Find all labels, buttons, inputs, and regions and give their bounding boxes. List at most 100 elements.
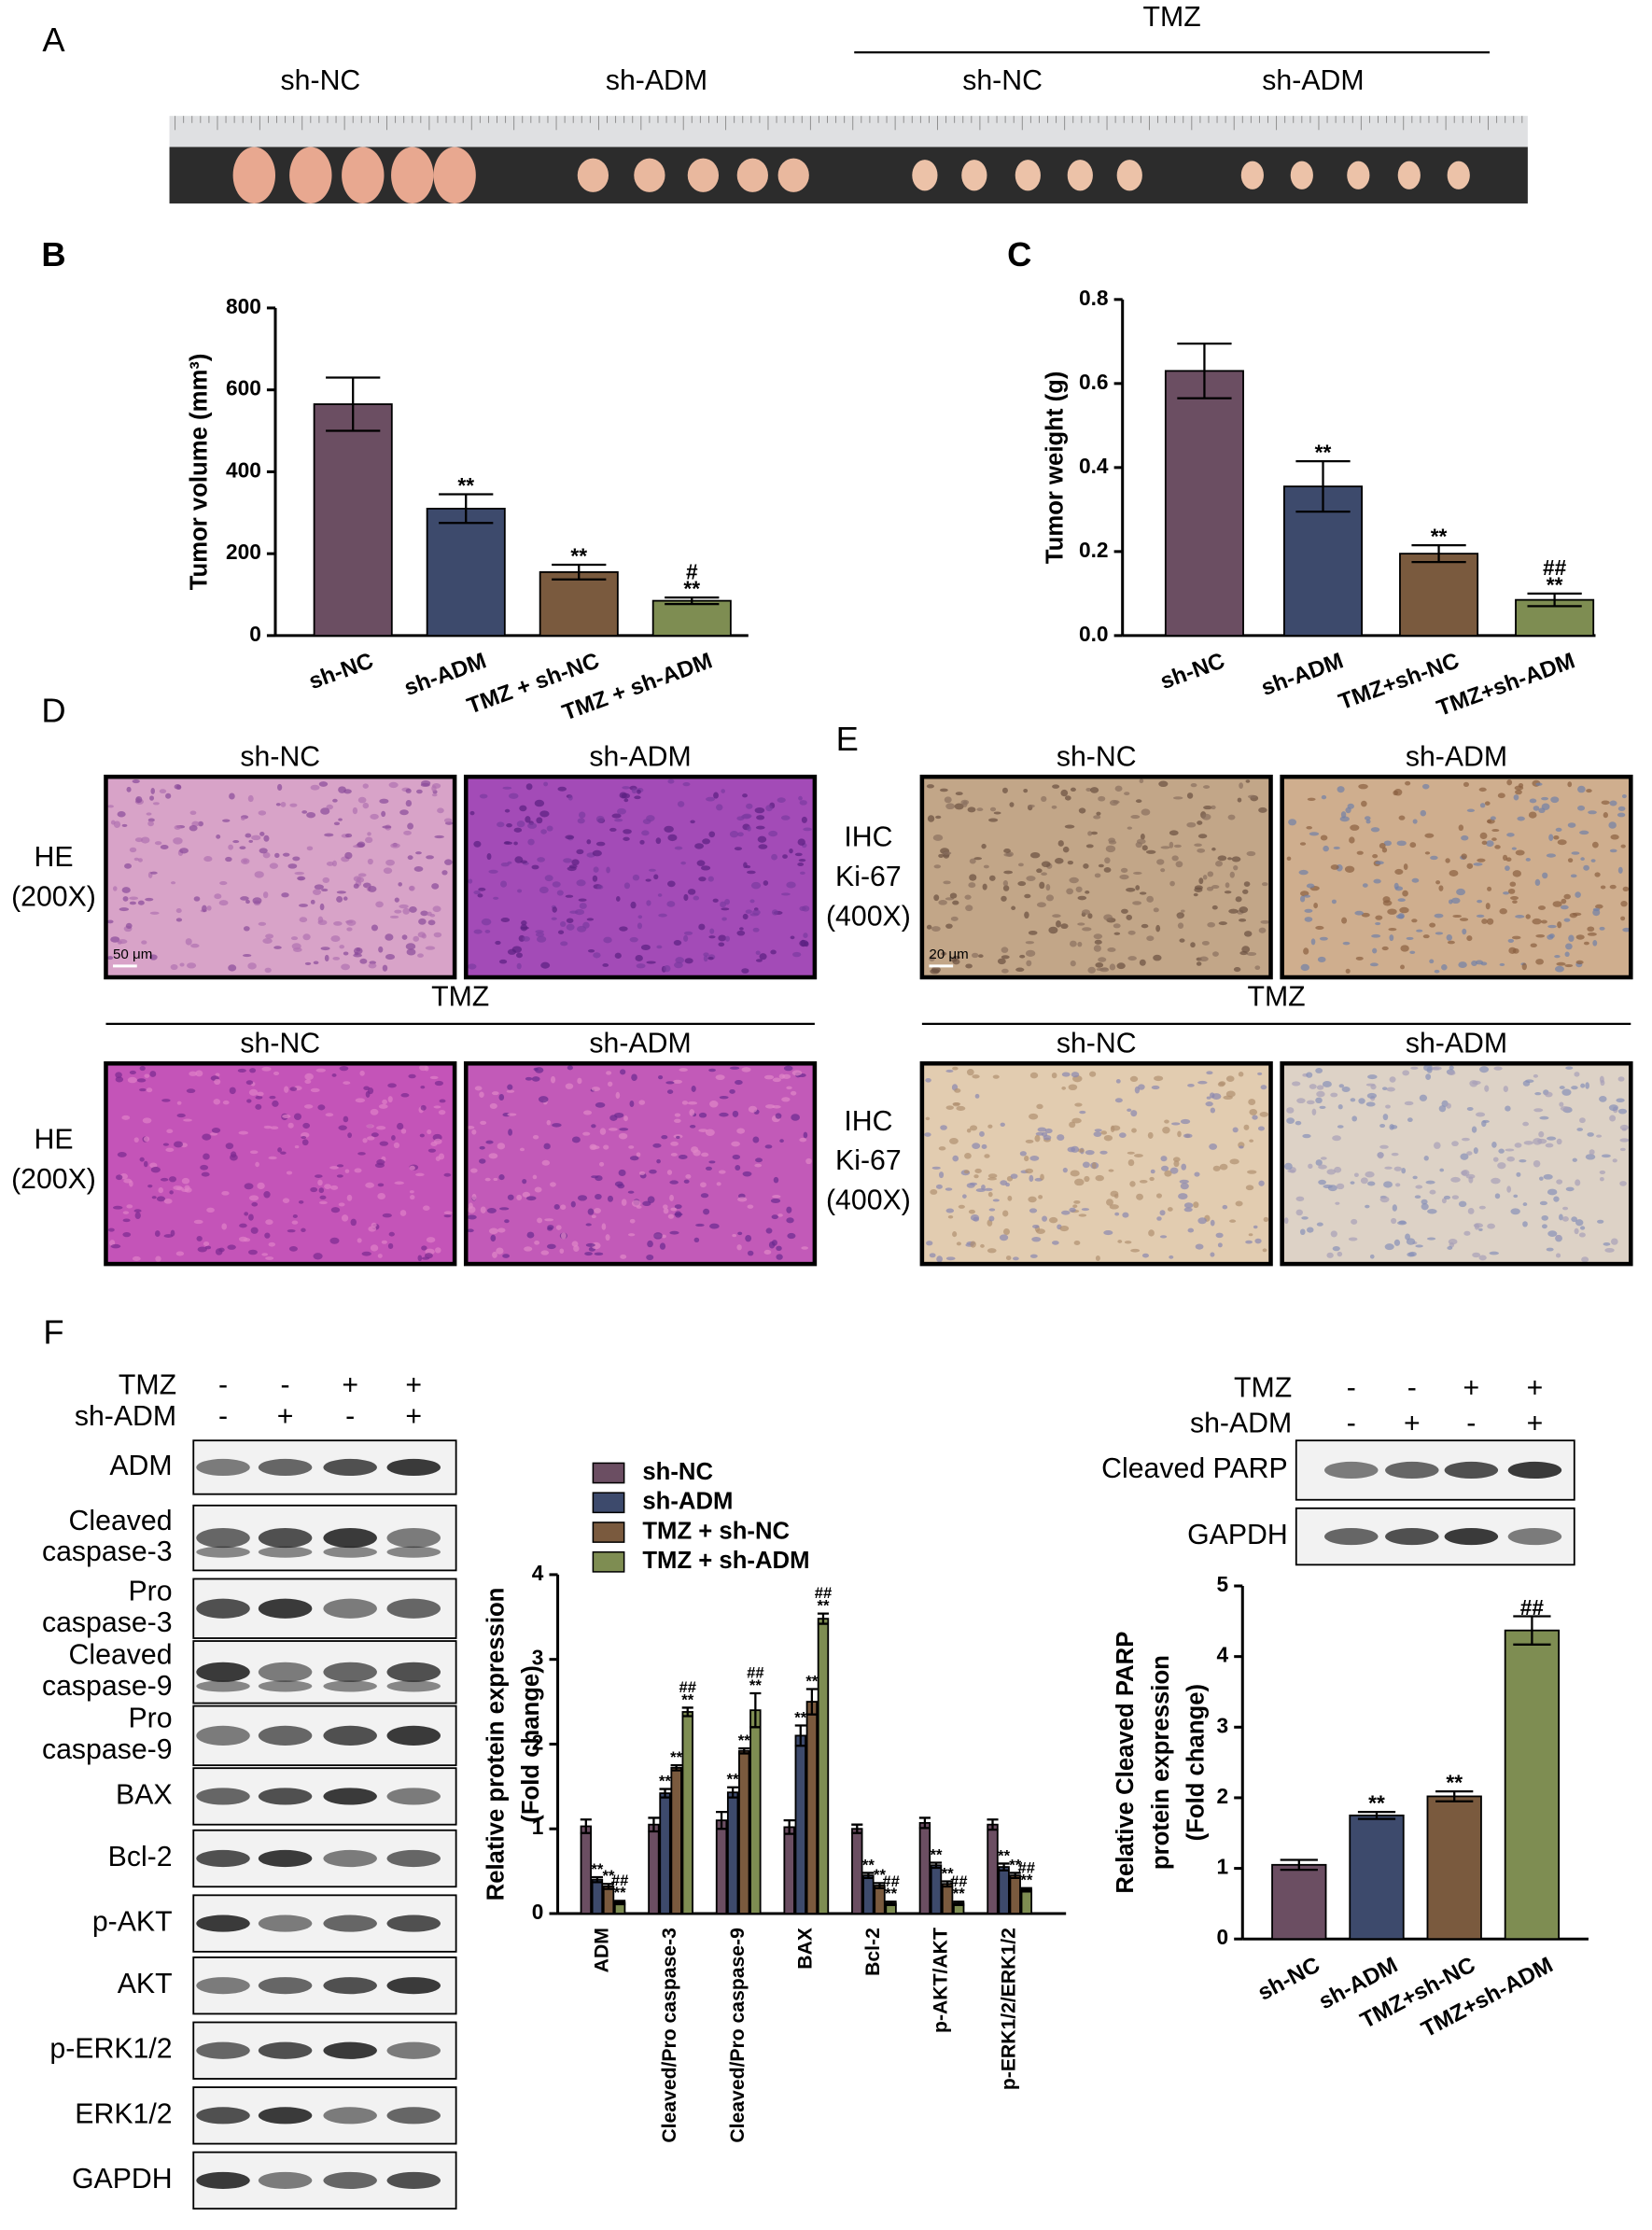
cell xyxy=(261,1253,269,1256)
blot-band xyxy=(258,1546,313,1558)
blot-band xyxy=(323,2171,377,2189)
error-bar xyxy=(439,493,494,525)
cell xyxy=(1306,826,1313,830)
cell xyxy=(322,877,330,884)
cell xyxy=(639,839,645,845)
cell xyxy=(498,1174,505,1181)
cell xyxy=(287,1122,294,1129)
cell xyxy=(1051,1241,1059,1245)
cell xyxy=(116,1174,123,1181)
cell xyxy=(1575,960,1584,965)
cell xyxy=(1530,943,1537,948)
cell xyxy=(707,956,714,961)
cell xyxy=(1074,1102,1083,1107)
cell xyxy=(556,890,564,896)
cell xyxy=(129,1070,136,1075)
cell xyxy=(126,1204,133,1209)
treatment-sign: - xyxy=(1407,1373,1417,1404)
significance-label: ** xyxy=(591,1860,603,1878)
cell xyxy=(1555,1253,1561,1258)
cell xyxy=(752,1136,760,1143)
cell xyxy=(1135,841,1142,849)
cell xyxy=(1427,1209,1437,1214)
cell xyxy=(170,1229,175,1237)
cell xyxy=(1609,800,1617,806)
cell xyxy=(983,864,989,869)
cell xyxy=(1331,899,1337,905)
cell xyxy=(221,1190,230,1196)
stain-label: (400X) xyxy=(826,901,911,932)
cell xyxy=(956,1241,961,1246)
cell xyxy=(427,1148,437,1153)
cell xyxy=(1393,788,1403,796)
cell xyxy=(735,1080,743,1086)
cell xyxy=(1481,919,1488,924)
cell xyxy=(1070,940,1077,947)
cell xyxy=(1024,893,1031,899)
cell xyxy=(1559,1101,1564,1107)
cell xyxy=(186,962,197,969)
blot-band xyxy=(386,1546,441,1558)
bar xyxy=(313,403,393,637)
micrograph-frame xyxy=(1280,774,1633,980)
cell xyxy=(106,956,114,961)
cell xyxy=(938,1146,946,1151)
cell xyxy=(319,1195,327,1199)
cell xyxy=(693,895,700,901)
cell xyxy=(1547,934,1554,940)
cell xyxy=(1567,822,1576,828)
cell xyxy=(499,1207,510,1211)
cell xyxy=(627,1233,636,1237)
cell xyxy=(1491,829,1500,833)
cell xyxy=(255,1095,263,1100)
cell xyxy=(1203,806,1212,810)
cell xyxy=(1601,1154,1611,1158)
cell xyxy=(1002,880,1009,887)
cell xyxy=(1485,903,1491,910)
cell xyxy=(736,1244,742,1251)
cell xyxy=(1407,1252,1415,1257)
cell xyxy=(641,830,650,836)
treatment-sign: + xyxy=(1404,1409,1421,1439)
cell xyxy=(536,935,547,943)
cell xyxy=(298,1199,304,1204)
cell xyxy=(590,1145,600,1150)
cell xyxy=(559,1248,565,1255)
cell xyxy=(146,812,152,816)
treatment-sign: + xyxy=(405,1370,422,1401)
tumor xyxy=(1447,161,1470,189)
cell xyxy=(789,849,793,854)
cell xyxy=(258,810,267,816)
cell xyxy=(1210,1252,1215,1257)
cell xyxy=(945,1208,955,1213)
cell xyxy=(129,896,139,901)
cell xyxy=(363,1086,371,1091)
cell xyxy=(228,844,234,850)
cell xyxy=(1405,780,1411,786)
cell xyxy=(366,1136,375,1141)
y-axis-label: Relative protein expression xyxy=(483,1588,509,1901)
cell xyxy=(174,1141,183,1148)
cell xyxy=(1017,863,1024,867)
blot-label: p-ERK1/2 xyxy=(49,2034,172,2065)
error-bar xyxy=(716,1810,728,1830)
cell xyxy=(1563,893,1571,900)
cell xyxy=(292,1214,298,1218)
cell xyxy=(320,947,330,951)
cell xyxy=(674,1118,681,1124)
bar xyxy=(749,1709,762,1914)
significance-label: ** xyxy=(603,1867,615,1885)
cell xyxy=(201,1171,210,1177)
cell xyxy=(154,1230,161,1238)
cell xyxy=(525,1196,537,1201)
cell xyxy=(684,958,693,964)
cell xyxy=(1505,857,1512,863)
cell xyxy=(1534,1092,1542,1096)
cell xyxy=(524,1246,533,1252)
cell xyxy=(636,1152,641,1157)
treatment-sign: - xyxy=(281,1370,290,1401)
cell xyxy=(1424,851,1431,855)
cell xyxy=(1541,1214,1548,1221)
significance-label: ** xyxy=(659,1772,671,1789)
cell xyxy=(368,962,377,969)
